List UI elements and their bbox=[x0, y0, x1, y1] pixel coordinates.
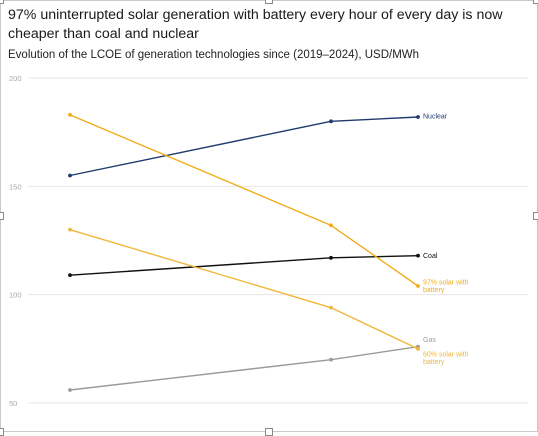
resize-handle-top-left[interactable] bbox=[0, 0, 4, 4]
data-point-gas bbox=[329, 357, 333, 362]
chart-subtitle: Evolution of the LCOE of generation tech… bbox=[8, 49, 420, 61]
data-point-coal bbox=[68, 273, 72, 278]
series-line-gas bbox=[69, 345, 419, 391]
series-label-coal: Coal bbox=[423, 253, 438, 260]
chart-title: 97% uninterrupted solar generation with … bbox=[8, 7, 503, 42]
label-layer: Nuclear Coal 97% solar with battery Gas 60% s… bbox=[423, 114, 469, 366]
resize-handle-middle-right[interactable] bbox=[533, 212, 538, 220]
data-point-nuclear bbox=[68, 173, 72, 178]
series-line-60-solar-with-battery bbox=[69, 228, 419, 350]
y-tick-label: 100 bbox=[9, 291, 22, 300]
grid-layer: 200 150 100 50 bbox=[9, 74, 528, 408]
data-point-coal bbox=[329, 255, 333, 260]
series-line-coal bbox=[69, 254, 419, 276]
resize-handle-middle-left[interactable] bbox=[0, 212, 4, 220]
series-line-nuclear bbox=[69, 116, 419, 177]
data-point-97-solar-with-battery bbox=[68, 112, 72, 117]
data-point-gas bbox=[68, 388, 72, 392]
data-point-60-solar-with-battery bbox=[68, 227, 72, 232]
series-label-60-solar-with-battery: 60% solar with battery bbox=[423, 351, 469, 366]
series-line-97-solar-with-battery bbox=[69, 114, 419, 287]
data-point-nuclear bbox=[329, 119, 333, 124]
series-layer bbox=[68, 112, 420, 392]
data-point-97-solar-with-battery bbox=[416, 284, 420, 288]
series-label-nuclear: Nuclear bbox=[423, 114, 448, 121]
data-point-60-solar-with-battery bbox=[329, 305, 333, 310]
y-tick-label: 150 bbox=[9, 182, 22, 191]
y-tick-label: 50 bbox=[9, 399, 17, 408]
resize-handle-top-center[interactable] bbox=[265, 0, 273, 4]
y-tick-label: 200 bbox=[9, 74, 22, 83]
data-point-60-solar-with-battery bbox=[416, 346, 420, 351]
data-point-coal bbox=[416, 253, 420, 258]
data-point-nuclear bbox=[416, 115, 420, 119]
data-point-97-solar-with-battery bbox=[329, 223, 333, 228]
series-label-97-solar-with-battery: 97% solar with battery bbox=[423, 280, 469, 295]
resize-handle-top-right[interactable] bbox=[533, 0, 538, 4]
series-label-gas: Gas bbox=[423, 337, 436, 344]
